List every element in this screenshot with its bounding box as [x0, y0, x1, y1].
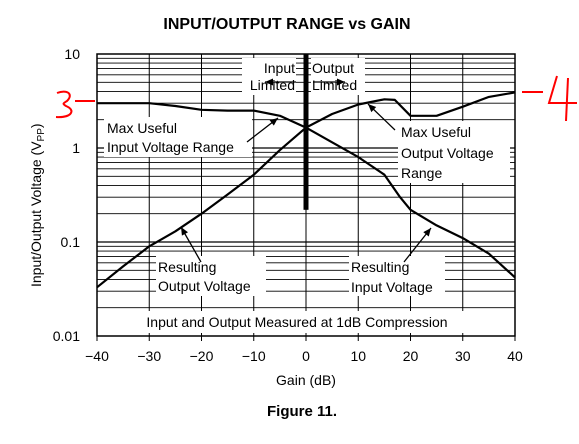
resulting-input-arrow-head [423, 228, 431, 237]
annotation-bg [122, 311, 472, 333]
x-tick-label: 30 [455, 348, 471, 364]
output-limited-arrow-head [337, 78, 345, 86]
max-input-label-1: Max Useful [107, 120, 177, 136]
axis-ticks: −40 −30 −20 −10 0 10 20 30 40 10 1 0.1 0.01 [53, 46, 523, 364]
x-axis-label: Gain (dB) [276, 372, 336, 388]
annotation-bg [104, 117, 252, 157]
handwritten-mark-4 [522, 75, 577, 122]
max-output-arrow-head [368, 104, 377, 113]
max-input-arrow-head [269, 118, 278, 126]
x-tick-label: 40 [507, 348, 523, 364]
x-tick-label: 10 [350, 348, 366, 364]
chart-curves [96, 91, 516, 289]
max-output-label-2: Output Voltage [401, 145, 494, 161]
x-tick-label: −30 [137, 348, 161, 364]
input-limited-label-1: Input [264, 60, 295, 76]
annotation-backgrounds [104, 58, 510, 333]
resulting-output-label-2: Output Voltage [158, 278, 251, 294]
x-tick-label: −40 [85, 348, 109, 364]
annotation-bg [398, 121, 510, 183]
input-limited-arrow-head [265, 78, 273, 86]
resulting-input-label-1: Resulting [351, 259, 409, 275]
limit-boundary-bar [303, 54, 309, 210]
y-tick-label: 0.1 [61, 234, 81, 250]
measurement-note: Input and Output Measured at 1dB Compres… [146, 314, 447, 330]
x-tick-label: 0 [302, 348, 310, 364]
max-output-label-3: Range [401, 165, 442, 181]
annotation-bg [311, 58, 365, 95]
output-limited-label-2: Limited [312, 77, 357, 93]
y-tick-label: 0.01 [53, 328, 80, 344]
handwritten-mark-3 [55, 90, 95, 119]
annotation-bg [156, 256, 266, 296]
output-limited-label-1: Output [312, 60, 354, 76]
resulting-output-label-1: Resulting [158, 259, 216, 275]
series-line-input [97, 102, 516, 279]
max-input-label-2: Input Voltage Range [107, 139, 234, 155]
annotation-arrows [180, 78, 432, 263]
figure-caption: Figure 11. [267, 403, 337, 420]
max-output-label-1: Max Useful [401, 124, 471, 140]
x-tick-label: −10 [242, 348, 266, 364]
x-tick-label: −20 [190, 348, 214, 364]
resulting-input-label-2: Input Voltage [351, 279, 433, 295]
y-axis-label: Input/Output Voltage (VPP) [28, 123, 47, 287]
x-tick-label: 20 [403, 348, 419, 364]
resulting-output-arrow-head [181, 227, 189, 236]
annotation-bg [349, 256, 445, 296]
y-tick-label: 10 [64, 46, 80, 62]
y-tick-label: 1 [72, 140, 80, 156]
series-line-output [96, 91, 516, 289]
annotation-bg [242, 58, 296, 95]
chart-title: INPUT/OUTPUT RANGE vs GAIN [163, 16, 410, 33]
